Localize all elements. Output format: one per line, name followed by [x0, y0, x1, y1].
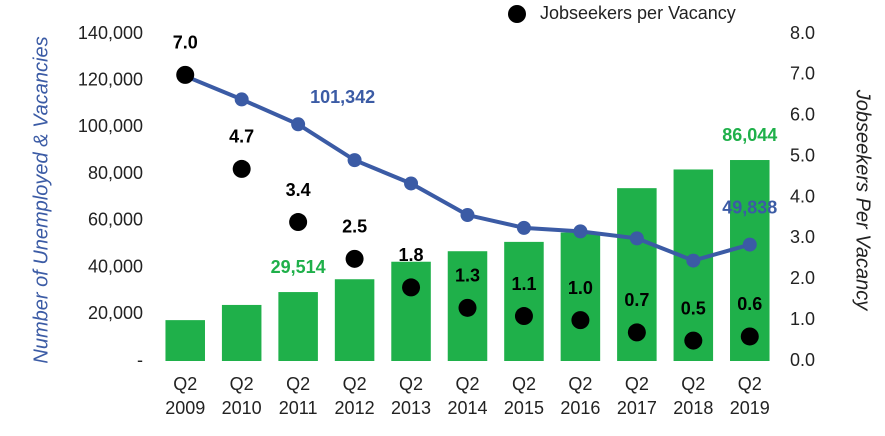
scatter-point — [289, 213, 308, 232]
x-tick-label: Q2 2013 — [391, 374, 432, 418]
y2-tick-label: 8.0 — [790, 23, 815, 43]
bar — [334, 279, 375, 361]
y2-axis-label: Jobseekers Per Vacancy — [852, 89, 874, 311]
y-tick-label: 120,000 — [78, 69, 143, 89]
line-value-label: 49,838 — [722, 197, 777, 217]
line — [184, 74, 751, 263]
scatter-value-label: 1.1 — [511, 274, 536, 294]
scatter-point — [458, 298, 477, 317]
scatter-point — [232, 159, 251, 178]
line-point — [742, 237, 757, 252]
bar — [221, 304, 262, 361]
legend-marker — [508, 5, 526, 23]
scatter-value-label: 0.5 — [681, 298, 706, 318]
x-tick-label: Q2 2019 — [729, 374, 770, 418]
x-tick-label: Q2 2009 — [165, 374, 206, 418]
bar — [165, 320, 205, 361]
x-tick-label: Q2 2012 — [334, 374, 375, 418]
bar-value-label: 29,514 — [271, 257, 326, 277]
scatter-point — [402, 278, 421, 297]
scatter-value-label: 7.0 — [173, 33, 198, 53]
y-tick-label: 100,000 — [78, 116, 143, 136]
y-tick-label: 40,000 — [88, 256, 143, 276]
y-tick-label: 140,000 — [78, 23, 143, 43]
y2-tick-label: 7.0 — [790, 64, 815, 84]
scatter-value-label: 1.0 — [568, 278, 593, 298]
bar — [391, 261, 431, 361]
bar — [560, 232, 601, 361]
x-tick-label: Q2 2015 — [503, 374, 544, 418]
bar — [504, 241, 544, 361]
line-point — [347, 153, 362, 168]
line-point — [404, 176, 419, 191]
y-tick-label: - — [137, 350, 143, 370]
scatter-point — [176, 65, 195, 84]
scatter-value-label: 1.3 — [455, 266, 480, 286]
scatter-value-label: 2.5 — [342, 217, 367, 237]
bar — [278, 292, 318, 361]
line-point — [629, 231, 644, 246]
y2-tick-label: 2.0 — [790, 268, 815, 288]
line-point — [516, 220, 531, 235]
y2-tick-label: 4.0 — [790, 186, 815, 206]
line-value-label: 101,342 — [310, 87, 375, 107]
y2-tick-label: 3.0 — [790, 227, 815, 247]
y2-tick-label: 5.0 — [790, 145, 815, 165]
scatter-point — [684, 331, 703, 350]
scatter-point — [627, 323, 646, 342]
line-point — [686, 253, 701, 268]
scatter-point — [345, 249, 364, 268]
y-axis-label: Number of Unemployed & Vacancies — [30, 36, 52, 363]
line-point — [291, 117, 306, 132]
x-tick-label: Q2 2017 — [616, 374, 657, 418]
x-tick-label: Q2 2016 — [560, 374, 601, 418]
y2-tick-label: 1.0 — [790, 309, 815, 329]
bar-value-label: 86,044 — [722, 125, 777, 145]
x-tick-label: Q2 2010 — [221, 374, 262, 418]
y2-tick-label: 0.0 — [790, 350, 815, 370]
scatter-value-label: 4.7 — [229, 127, 254, 147]
x-tick-label: Q2 2018 — [673, 374, 714, 418]
scatter-point — [571, 311, 590, 330]
line-point — [573, 224, 588, 239]
y-tick-label: 20,000 — [88, 303, 143, 323]
scatter-value-label: 0.7 — [624, 290, 649, 310]
line-point — [460, 208, 475, 223]
scatter-point — [740, 327, 759, 346]
line-point — [234, 92, 249, 107]
y2-tick-label: 6.0 — [790, 105, 815, 125]
scatter-value-label: 1.8 — [399, 245, 424, 265]
legend-label: Jobseekers per Vacancy — [540, 3, 736, 23]
scatter-point — [514, 307, 533, 326]
scatter-value-label: 0.6 — [737, 294, 762, 314]
x-tick-label: Q2 2011 — [278, 374, 318, 418]
x-tick-label: Q2 2014 — [447, 374, 488, 418]
y-tick-label: 60,000 — [88, 210, 143, 230]
y-tick-label: 80,000 — [88, 163, 143, 183]
scatter-value-label: 3.4 — [286, 180, 311, 200]
